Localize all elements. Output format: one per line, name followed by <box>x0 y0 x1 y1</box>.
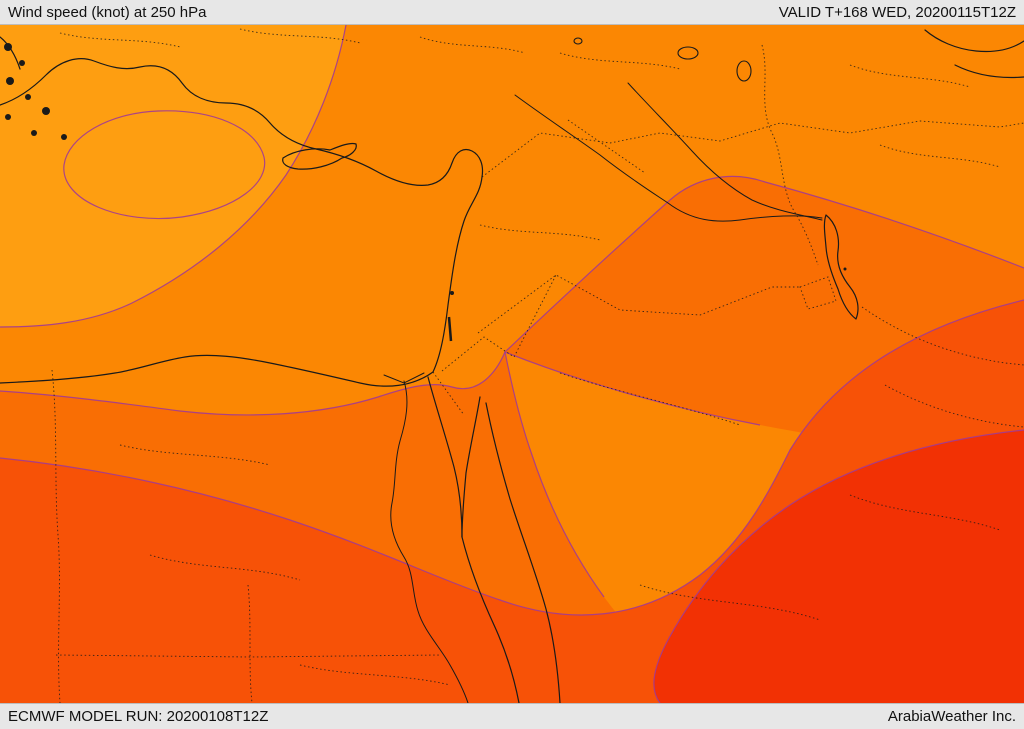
admin-egypt-3 <box>247 584 253 703</box>
red-sea-west-coast <box>461 536 520 703</box>
red-sea-east-coast <box>485 402 561 703</box>
gulf-of-suez-coast <box>427 376 463 538</box>
weather-map <box>0 25 1024 703</box>
aegean-coastline <box>0 36 21 70</box>
contour-south-mid <box>0 351 506 416</box>
contour-wedge <box>503 175 1024 426</box>
border-egypt-israel <box>432 371 465 416</box>
weather-map-canvas <box>0 25 1024 703</box>
contour-corridor-edge <box>504 351 605 598</box>
map-footer-bar: ECMWF MODEL RUN: 20200108T12Z ArabiaWeat… <box>0 703 1024 729</box>
coastlines <box>0 29 1024 703</box>
nile-delta <box>383 372 425 384</box>
fill-region-yellow-core <box>63 110 266 220</box>
brand-label: ArabiaWeather Inc. <box>887 708 1016 725</box>
map-title: Wind speed (knot) at 250 hPa <box>8 3 207 21</box>
caspian-coastline <box>924 29 1024 53</box>
border-egypt-libya <box>51 369 61 703</box>
border-iran-west <box>761 44 819 266</box>
country-borders <box>51 28 1024 703</box>
euphrates-river <box>514 94 823 222</box>
admin-turkey-2 <box>239 28 361 44</box>
map-header-bar: Wind speed (knot) at 250 hPa VALID T+168… <box>0 0 1024 25</box>
caspian-coastline-2 <box>954 64 1024 79</box>
sea-of-galilee <box>450 291 454 295</box>
tigris-river <box>627 82 823 221</box>
lake-van <box>677 46 699 60</box>
admin-turkey-4 <box>559 52 681 70</box>
admin-saudi-3 <box>849 494 1001 531</box>
contour-lines <box>0 25 1024 703</box>
fill-region-extreme <box>653 430 1024 703</box>
admin-sudan-1 <box>299 664 451 686</box>
dead-sea <box>447 316 453 342</box>
border-egypt-sudan <box>55 654 441 658</box>
cyprus-island <box>282 142 357 170</box>
aegean-islands <box>4 43 67 140</box>
contour-extreme <box>653 429 1024 703</box>
contour-nw-light <box>0 25 347 328</box>
admin-turkey-3 <box>419 36 526 54</box>
border-saudi-interior-2 <box>884 384 1024 428</box>
admin-egypt-1 <box>119 444 271 466</box>
lake-tuz <box>573 37 583 45</box>
wind-speed-fill-layers <box>0 25 1024 703</box>
border-jordan-saudi <box>441 274 557 372</box>
admin-syria-1 <box>479 224 601 241</box>
mediterranean-coastline <box>0 58 484 387</box>
gulf-of-aqaba-coast <box>461 396 481 538</box>
fill-region-nw-light <box>0 25 346 327</box>
nile-river <box>390 380 469 703</box>
red-sea-coastlines <box>427 376 561 703</box>
admin-saudi-1 <box>559 372 741 426</box>
gulf-island <box>843 267 847 271</box>
model-run-label: ECMWF MODEL RUN: 20200108T12Z <box>8 708 269 725</box>
admin-egypt-2 <box>149 554 301 581</box>
border-saudi-interior-1 <box>861 306 1024 366</box>
border-jordan-iraq-saudi <box>477 274 800 334</box>
admin-turkey-1 <box>59 32 181 48</box>
lake-urmia <box>736 60 752 82</box>
valid-time-label: VALID T+168 WED, 20200115T12Z <box>778 3 1016 21</box>
contour-deep <box>0 299 1024 616</box>
persian-gulf <box>823 214 859 320</box>
